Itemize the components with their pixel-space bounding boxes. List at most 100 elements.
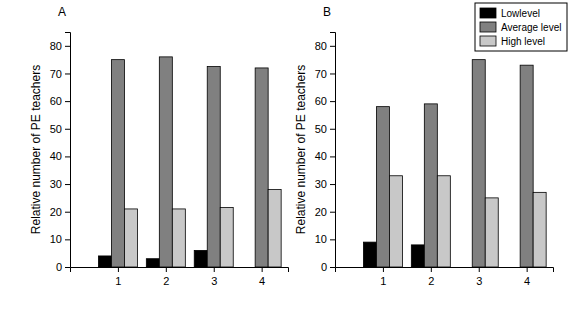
y-tick: 50	[315, 123, 335, 135]
y-tick-label: 80	[315, 40, 327, 52]
y-tick-mark	[65, 184, 70, 185]
y-tick-mark	[330, 129, 335, 130]
bar	[424, 104, 437, 267]
y-tick-label: 70	[50, 67, 62, 79]
y-tick-mark	[330, 267, 335, 268]
x-axis: 1234	[336, 267, 554, 287]
y-axis-line	[65, 33, 71, 268]
y-tick-label: 10	[50, 233, 62, 245]
bar	[242, 267, 255, 268]
y-tick-mark	[330, 101, 335, 102]
y-tick: 20	[315, 206, 335, 218]
x-tick-mark	[118, 267, 119, 272]
x-tick-label: 4	[524, 275, 530, 287]
bar	[411, 245, 424, 267]
y-tick: 40	[315, 150, 335, 162]
x-tick-label: 4	[259, 275, 265, 287]
x-tick: 1	[115, 267, 121, 287]
bar	[207, 67, 220, 267]
y-tick-label: 40	[315, 150, 327, 162]
y-tick-mark	[65, 267, 70, 268]
y-tick-mark	[330, 73, 335, 74]
bar	[159, 57, 172, 267]
bar	[220, 208, 233, 267]
legend-swatch	[480, 8, 496, 18]
x-tick-label: 1	[115, 275, 121, 287]
x-tick: 4	[524, 267, 530, 287]
y-tick: 0	[56, 261, 70, 273]
bar	[194, 250, 207, 267]
bar	[268, 190, 281, 267]
y-tick: 40	[50, 150, 70, 162]
bar	[507, 267, 520, 268]
y-tick-mark	[65, 239, 70, 240]
y-tick-label: 50	[50, 123, 62, 135]
bar	[533, 192, 546, 267]
legend-swatch	[480, 22, 496, 32]
x-tick: 3	[476, 267, 482, 287]
panel-title: A	[58, 5, 66, 19]
x-tick-mark	[262, 267, 263, 272]
figure: 0 10 20 30 40 50 60 70 80 1 2 3 4 Relative number of …	[0, 0, 587, 316]
x-tick-mark	[214, 267, 215, 272]
y-tick-mark	[330, 156, 335, 157]
y-tick: 50	[50, 123, 70, 135]
y-axis-title: Relative number of PE teachers	[294, 65, 308, 234]
y-tick-label: 10	[315, 233, 327, 245]
y-tick: 60	[50, 95, 70, 107]
y-tick: 60	[315, 95, 335, 107]
bar	[437, 176, 450, 267]
legend-label: Lowlevel	[501, 8, 540, 19]
y-tick-mark	[330, 46, 335, 47]
bar	[520, 65, 533, 267]
y-tick-mark	[330, 212, 335, 213]
y-tick-mark	[65, 212, 70, 213]
y-axis-title: Relative number of PE teachers	[29, 65, 43, 234]
bars	[363, 60, 546, 267]
x-tick-mark	[479, 267, 480, 272]
bar	[472, 60, 485, 267]
y-tick: 70	[315, 67, 335, 79]
x-tick: 4	[259, 267, 265, 287]
bar	[172, 209, 185, 267]
y-tick-mark	[65, 129, 70, 130]
x-tick-label: 2	[428, 275, 434, 287]
y-tick-label: 70	[315, 67, 327, 79]
x-tick-mark	[527, 267, 528, 272]
y-axis: 0 10 20 30 40 50 60 70 80	[50, 33, 71, 274]
y-tick-label: 50	[315, 123, 327, 135]
y-tick-label: 80	[50, 40, 62, 52]
x-tick-label: 2	[163, 275, 169, 287]
legend-label: High level	[501, 36, 545, 47]
y-tick-label: 0	[56, 261, 62, 273]
panel: 0 10 20 30 40 50 60 70 80 1 2 3 4 Relative number of …	[29, 5, 289, 287]
x-tick: 3	[211, 267, 217, 287]
y-tick-mark	[330, 239, 335, 240]
x-tick-label: 3	[476, 275, 482, 287]
y-tick: 20	[50, 206, 70, 218]
y-tick-mark	[65, 101, 70, 102]
y-tick: 80	[315, 40, 335, 52]
y-tick: 10	[50, 233, 70, 245]
y-tick-mark	[65, 156, 70, 157]
y-tick: 30	[315, 178, 335, 190]
y-axis: 01020304050607080	[315, 33, 336, 274]
y-tick: 70	[50, 67, 70, 79]
legend: LowlevelAverage levelHigh level	[475, 3, 567, 51]
y-axis-line	[330, 33, 336, 268]
bar	[124, 209, 137, 267]
x-axis: 1 2 3 4	[71, 267, 289, 287]
x-tick-mark	[383, 267, 384, 272]
x-tick: 2	[163, 267, 169, 287]
panel: 010203040506070801234Relative number of …	[294, 3, 567, 287]
x-axis-line	[336, 268, 554, 273]
bar	[98, 256, 111, 267]
y-tick-label: 30	[50, 178, 62, 190]
y-tick-mark	[330, 184, 335, 185]
legend-swatch	[480, 36, 496, 46]
y-tick-label: 60	[50, 95, 62, 107]
x-tick: 2	[428, 267, 434, 287]
bar	[363, 242, 376, 267]
y-tick-label: 20	[315, 206, 327, 218]
bar	[389, 176, 402, 267]
